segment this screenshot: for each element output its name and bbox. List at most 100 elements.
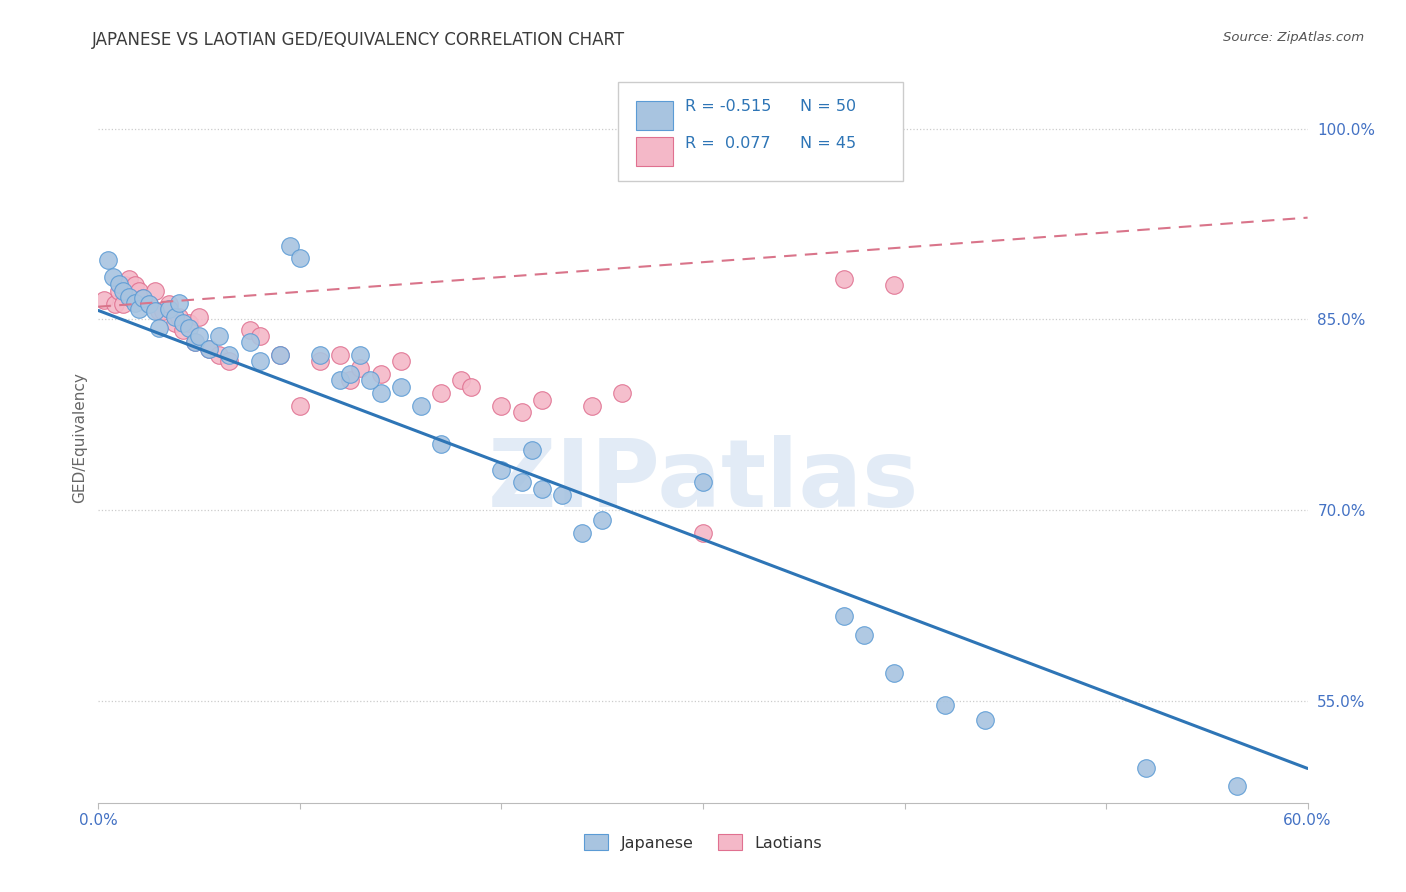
Point xyxy=(239,322,262,336)
Point xyxy=(329,348,352,362)
Point xyxy=(157,302,180,317)
Point xyxy=(409,399,432,413)
Point xyxy=(349,360,371,375)
Point xyxy=(692,475,714,490)
Point xyxy=(179,321,201,335)
FancyBboxPatch shape xyxy=(637,137,672,167)
Point xyxy=(278,238,301,252)
Point xyxy=(430,437,453,451)
Point xyxy=(114,278,136,293)
FancyBboxPatch shape xyxy=(619,82,903,181)
Point xyxy=(97,252,120,267)
Point xyxy=(339,367,361,381)
Y-axis label: GED/Equivalency: GED/Equivalency xyxy=(72,372,87,502)
Point xyxy=(934,698,956,712)
Point xyxy=(93,293,115,308)
Point xyxy=(152,303,174,318)
Point xyxy=(138,297,160,311)
Point xyxy=(198,342,221,356)
Point xyxy=(269,348,291,362)
Point xyxy=(370,367,392,381)
Point xyxy=(179,316,201,330)
Point xyxy=(883,666,905,681)
Point xyxy=(184,335,207,350)
Point xyxy=(163,310,186,324)
Point xyxy=(551,488,574,502)
Point xyxy=(360,374,382,388)
Point xyxy=(167,310,190,324)
Text: JAPANESE VS LAOTIAN GED/EQUIVALENCY CORRELATION CHART: JAPANESE VS LAOTIAN GED/EQUIVALENCY CORR… xyxy=(91,31,624,49)
Point xyxy=(450,374,472,388)
Point xyxy=(163,316,186,330)
Text: R =  0.077: R = 0.077 xyxy=(685,136,770,151)
Point xyxy=(389,380,412,394)
Point xyxy=(101,270,124,285)
Text: R = -0.515: R = -0.515 xyxy=(685,99,772,114)
Point xyxy=(157,297,180,311)
Point xyxy=(530,392,553,407)
Point xyxy=(124,278,146,293)
Point xyxy=(218,354,240,368)
Point xyxy=(853,628,876,642)
Point xyxy=(188,310,211,324)
Point xyxy=(218,348,240,362)
Point xyxy=(1226,779,1249,793)
Point xyxy=(288,399,311,413)
Legend: Japanese, Laotians: Japanese, Laotians xyxy=(578,828,828,857)
Point xyxy=(128,285,150,299)
Point xyxy=(581,399,603,413)
Point xyxy=(249,354,271,368)
Point xyxy=(208,348,231,362)
Point xyxy=(349,348,371,362)
Point xyxy=(118,289,141,303)
Point xyxy=(208,329,231,343)
Point xyxy=(832,608,855,623)
Point xyxy=(288,252,311,266)
Point xyxy=(460,380,482,394)
Point xyxy=(111,285,134,299)
Point xyxy=(883,278,905,293)
Point xyxy=(172,316,194,330)
Point xyxy=(103,297,125,311)
Point xyxy=(370,386,392,401)
Point xyxy=(172,322,194,336)
Text: N = 45: N = 45 xyxy=(800,136,856,151)
Point xyxy=(107,285,129,299)
Point xyxy=(309,354,332,368)
Point xyxy=(510,475,533,490)
Point xyxy=(148,321,170,335)
Point xyxy=(132,291,155,305)
Point xyxy=(832,271,855,285)
Point xyxy=(530,482,553,496)
Point xyxy=(249,329,271,343)
Point xyxy=(510,405,533,419)
Point xyxy=(124,296,146,310)
Point xyxy=(143,303,166,318)
Point xyxy=(571,526,593,541)
Point xyxy=(143,285,166,299)
Point xyxy=(389,354,412,368)
Point xyxy=(491,399,513,413)
Point xyxy=(239,335,262,350)
Point xyxy=(188,329,211,343)
Point xyxy=(1135,761,1157,775)
Point xyxy=(138,297,160,311)
Point xyxy=(591,513,613,527)
Point xyxy=(120,291,142,305)
Point xyxy=(184,335,207,350)
Text: Source: ZipAtlas.com: Source: ZipAtlas.com xyxy=(1223,31,1364,45)
Point xyxy=(491,462,513,476)
Point xyxy=(974,713,997,727)
Text: N = 50: N = 50 xyxy=(800,99,856,114)
Text: ZIPatlas: ZIPatlas xyxy=(488,435,918,527)
Point xyxy=(329,374,352,388)
Point xyxy=(309,348,332,362)
Point xyxy=(128,302,150,317)
Point xyxy=(520,443,543,458)
FancyBboxPatch shape xyxy=(637,101,672,130)
Point xyxy=(612,386,634,401)
Point xyxy=(167,296,190,310)
Point xyxy=(692,526,714,541)
Point xyxy=(107,277,129,291)
Point xyxy=(198,342,221,356)
